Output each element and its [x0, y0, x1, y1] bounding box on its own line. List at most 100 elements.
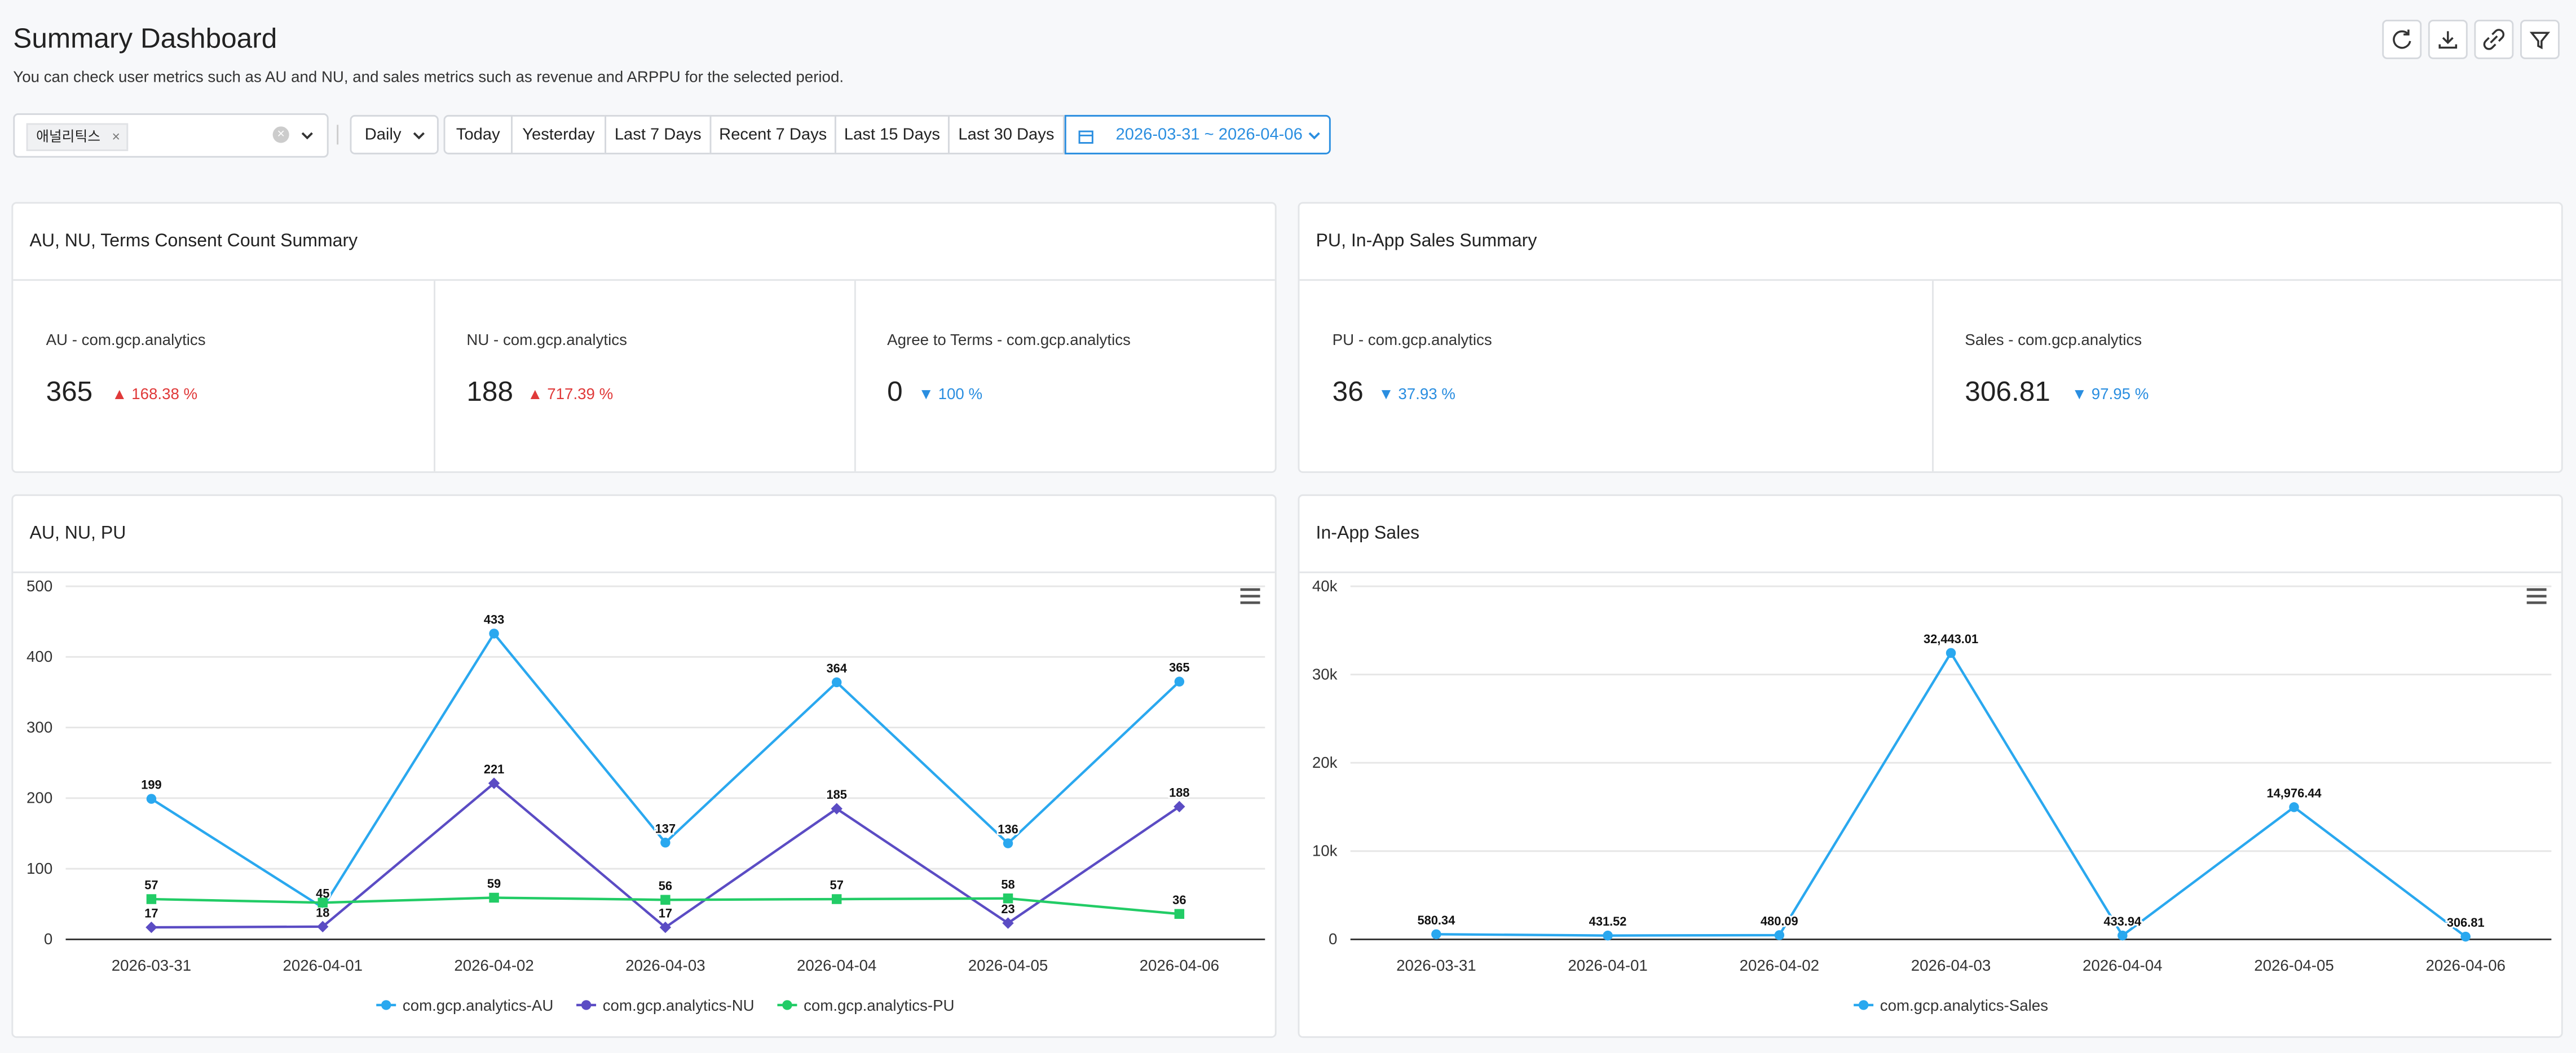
app-select[interactable]: 애널리틱스 × × — [13, 113, 328, 158]
x-tick-label: 2026-04-06 — [2426, 957, 2506, 974]
x-tick-label: 2026-04-02 — [454, 957, 533, 974]
legend-item[interactable]: com.gcp.analytics-AU — [376, 997, 553, 1014]
refresh-icon — [2384, 21, 2420, 57]
filter-button[interactable] — [2520, 20, 2560, 59]
metric-label: Sales - com.gcp.analytics — [1965, 331, 2142, 349]
change-text: 100 % — [938, 386, 982, 404]
point — [1431, 930, 1441, 939]
card-title: AU, NU, Terms Consent Count Summary — [29, 232, 358, 251]
point — [2289, 802, 2299, 812]
summary-card: PU, In-App Sales Summary PU - com.gcp.an… — [1298, 202, 2563, 473]
legend: com.gcp.analytics-AU com.gcp.analytics-NU… — [376, 997, 954, 1014]
preset-button[interactable]: Recent 7 Days — [710, 115, 836, 154]
date-range-text: 2026-03-31 ~ 2026-04-06 — [1116, 126, 1303, 144]
chart-menu[interactable] — [2527, 590, 2547, 603]
x-tick-label: 2026-03-31 — [112, 957, 191, 974]
x-tick-label: 2026-04-01 — [1568, 957, 1647, 974]
point — [660, 838, 670, 847]
data-label: 188 — [1169, 785, 1189, 799]
tag-remove[interactable]: × — [112, 125, 120, 149]
point — [318, 898, 328, 908]
legend-swatch — [782, 1000, 792, 1010]
y-tick-label: 30k — [1312, 665, 1338, 683]
change-text: 37.93 % — [1398, 386, 1455, 404]
metric-value: 36 — [1333, 376, 1364, 409]
data-label: 433 — [484, 613, 504, 627]
legend-item[interactable]: com.gcp.analytics-Sales — [1854, 997, 2048, 1014]
metric-label: Agree to Terms - com.gcp.analytics — [887, 331, 1131, 349]
data-label: 58 — [1001, 877, 1014, 891]
chart-card: AU, NU, PU 01002003004005002026-03-31202… — [11, 494, 1276, 1038]
data-label: 136 — [998, 822, 1018, 837]
data-label: 18 — [316, 905, 329, 919]
legend-swatch — [381, 1000, 391, 1010]
point — [832, 678, 841, 687]
date-range-picker[interactable]: 2026-03-31 ~ 2026-04-06 — [1065, 115, 1331, 154]
x-tick-label: 2026-04-05 — [2254, 957, 2334, 974]
point — [489, 629, 499, 638]
data-label: 580.34 — [1417, 913, 1455, 927]
point — [145, 922, 157, 933]
legend-label: com.gcp.analytics-Sales — [1880, 997, 2048, 1014]
series-line — [151, 634, 1179, 908]
refresh-button[interactable] — [2382, 20, 2421, 59]
point — [832, 894, 841, 904]
summary-card: AU, NU, Terms Consent Count Summary AU -… — [11, 202, 1276, 473]
data-label: 59 — [487, 877, 501, 891]
x-tick-label: 2026-04-03 — [1911, 957, 1991, 974]
x-tick-label: 2026-04-01 — [283, 957, 363, 974]
x-tick-label: 2026-03-31 — [1396, 957, 1476, 974]
download-button[interactable] — [2428, 20, 2468, 59]
point — [1775, 930, 1784, 940]
legend-item[interactable]: com.gcp.analytics-PU — [777, 997, 954, 1014]
metric-label: AU - com.gcp.analytics — [46, 331, 206, 349]
preset-button[interactable]: Last 30 Days — [948, 115, 1065, 154]
chevron — [1306, 128, 1322, 144]
preset-button[interactable]: Last 15 Days — [835, 115, 950, 154]
y-tick-label: 400 — [27, 648, 52, 665]
preset-button[interactable]: Yesterday — [511, 115, 606, 154]
chart: 010k20k30k40k2026-03-312026-04-012026-04… — [1299, 496, 2561, 1036]
y-tick-label: 300 — [27, 718, 52, 736]
interval-select[interactable]: Daily — [350, 115, 439, 154]
point — [1946, 648, 1956, 658]
y-tick-label: 10k — [1312, 842, 1338, 860]
chart-card: In-App Sales 010k20k30k40k2026-03-312026… — [1298, 494, 2563, 1038]
chart-menu[interactable] — [1241, 590, 1260, 603]
y-tick-label: 40k — [1312, 577, 1338, 595]
metric: AU - com.gcp.analytics365▲ 168.38 % — [13, 281, 435, 471]
metric-value: 306.81 — [1965, 376, 2050, 409]
metric-change: ▼ 100 % — [919, 386, 983, 404]
point — [1175, 909, 1184, 919]
data-label: 365 — [1169, 661, 1189, 675]
point — [2118, 931, 2127, 940]
data-label: 199 — [141, 778, 161, 792]
data-label: 56 — [659, 879, 672, 893]
data-label: 17 — [144, 906, 158, 921]
metric: Agree to Terms - com.gcp.analytics0▼ 100… — [854, 281, 1275, 471]
separator — [337, 125, 338, 144]
link-button[interactable] — [2474, 20, 2513, 59]
data-label: 185 — [826, 787, 846, 802]
preset-button[interactable]: Today — [444, 115, 513, 154]
legend: com.gcp.analytics-Sales — [1854, 997, 2048, 1014]
legend-item[interactable]: com.gcp.analytics-NU — [576, 997, 755, 1014]
point — [1175, 676, 1184, 686]
interval-text: Daily — [365, 126, 402, 144]
chevron — [411, 128, 427, 144]
clear-button[interactable]: × — [273, 126, 289, 143]
metric-change: ▼ 37.93 % — [1378, 386, 1455, 404]
point — [1603, 931, 1612, 940]
metric-label: NU - com.gcp.analytics — [466, 331, 627, 349]
data-label: 57 — [830, 878, 844, 892]
metric: Sales - com.gcp.analytics306.81▼ 97.95 % — [1932, 281, 2565, 471]
app-tag[interactable]: 애널리틱스 × — [27, 123, 129, 151]
point — [489, 893, 499, 902]
preset-button[interactable]: Last 7 Days — [605, 115, 711, 154]
filter-icon — [2522, 21, 2558, 57]
tag-text: 애널리틱스 — [36, 128, 100, 144]
change-text: 97.95 % — [2092, 386, 2149, 404]
card-title: PU, In-App Sales Summary — [1316, 232, 1537, 251]
x-tick-label: 2026-04-02 — [1740, 957, 1819, 974]
